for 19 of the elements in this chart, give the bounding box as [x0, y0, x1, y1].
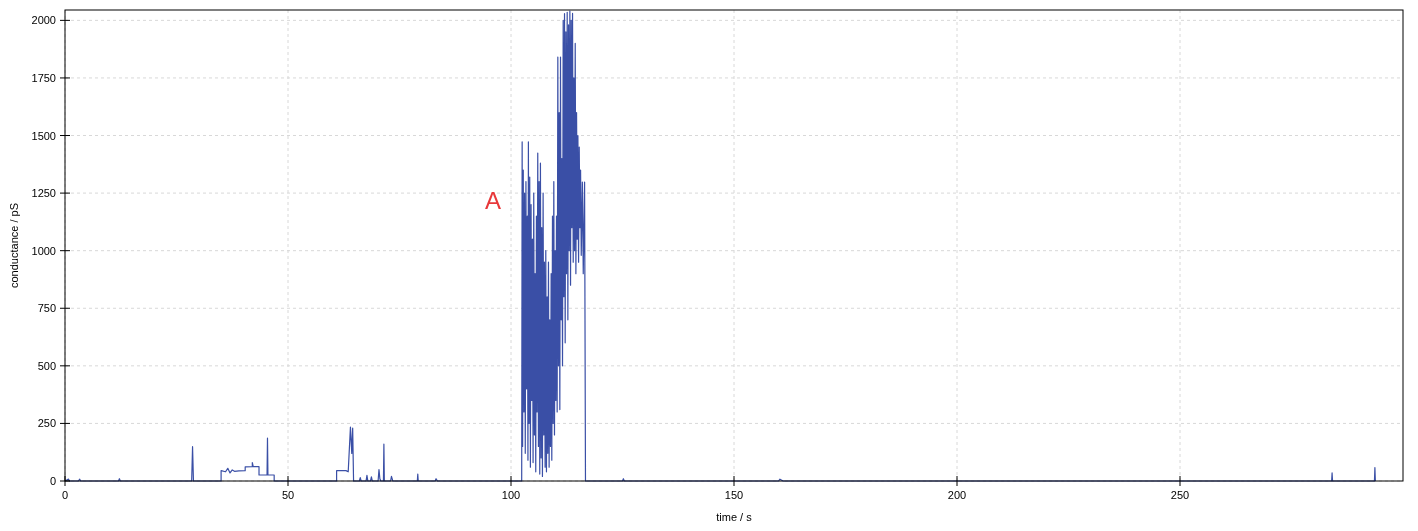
- y-tick-label: 0: [49, 475, 56, 487]
- y-tick-label: 750: [37, 302, 56, 315]
- y-tick-label: 1750: [31, 71, 56, 84]
- y-tick-label: 2000: [31, 14, 56, 27]
- x-tick-label: 50: [281, 489, 295, 501]
- y-tick-label: 1500: [31, 129, 56, 142]
- x-tick-label: 250: [1170, 489, 1190, 501]
- y-tick-label: 500: [37, 359, 56, 372]
- y-tick-label: 250: [37, 417, 56, 430]
- y-axis-title: conductance / pS: [8, 202, 20, 289]
- y-tick-label: 1000: [31, 244, 56, 257]
- annotation: A: [484, 187, 502, 215]
- x-tick-label: 200: [947, 489, 967, 501]
- x-axis-title: time / s: [716, 511, 753, 523]
- y-tick-label: 1250: [31, 187, 56, 200]
- x-tick-label: 0: [61, 489, 69, 501]
- line-series: [64, 10, 1376, 482]
- x-tick-label: 150: [724, 489, 744, 501]
- x-tick-label: 100: [501, 489, 521, 501]
